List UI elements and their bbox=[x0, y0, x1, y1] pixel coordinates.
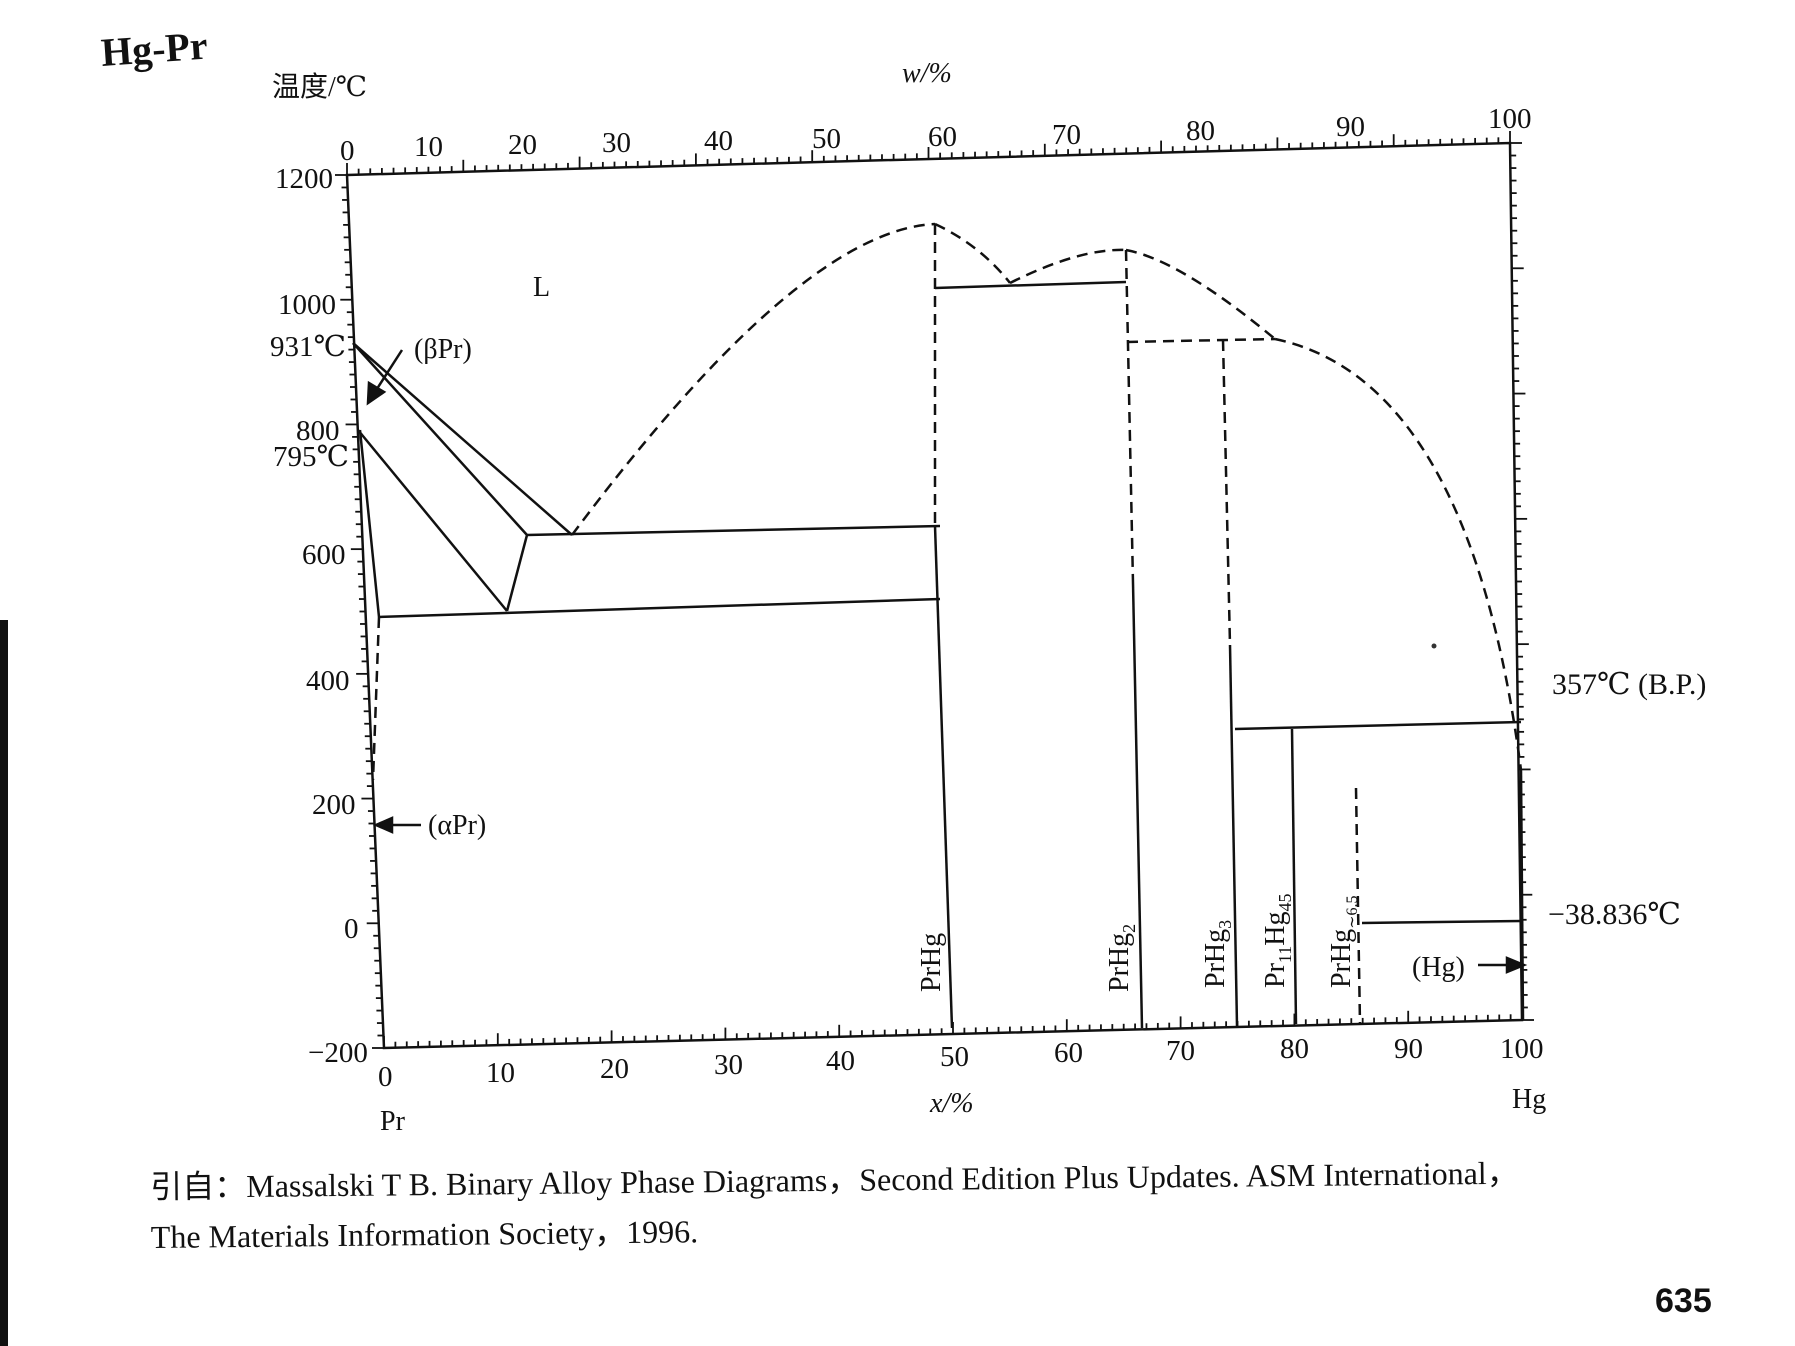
x-tick-label-70: 70 bbox=[1166, 1035, 1195, 1067]
compound-prhg-label: PrHg bbox=[916, 933, 947, 992]
top-axis-label: w/% bbox=[902, 58, 952, 89]
beta-pr-label: (βPr) bbox=[414, 334, 472, 365]
y-tick-label-800: 800 bbox=[296, 415, 340, 447]
w-tick-label-50: 50 bbox=[812, 123, 841, 155]
eutectic-line-650 bbox=[526, 524, 941, 537]
bottom-axis-label: x/% bbox=[929, 1088, 974, 1119]
left-element-label: Pr bbox=[380, 1106, 406, 1137]
compound-pr11hg45-label: Pr11Hg45 bbox=[1260, 894, 1295, 988]
right-element-label: Hg bbox=[1512, 1084, 1546, 1115]
prhg2-subscript: 2 bbox=[1119, 924, 1139, 933]
w-tick-label-20: 20 bbox=[508, 129, 537, 161]
hg-solvus-line bbox=[1519, 769, 1525, 1021]
scan-speck bbox=[1431, 643, 1437, 649]
beta-pr-liquidus bbox=[352, 342, 573, 536]
alpha-pr-label: (αPr) bbox=[428, 810, 486, 841]
beta-eutectoid-connector bbox=[505, 534, 529, 612]
left-axis-ticks bbox=[335, 174, 384, 1049]
x-tick-label-10: 10 bbox=[486, 1057, 515, 1089]
citation: 引自：Massalski T B. Binary Alloy Phase Dia… bbox=[150, 1145, 1751, 1262]
w-tick-label-60: 60 bbox=[928, 121, 957, 153]
x-tick-label-60: 60 bbox=[1054, 1037, 1083, 1069]
prhg2-line bbox=[1131, 582, 1144, 1029]
liquidus-dashed-3 bbox=[1009, 248, 1127, 285]
temp-label-931: 931℃ bbox=[270, 331, 346, 363]
prhg3-subscript: 3 bbox=[1215, 920, 1235, 929]
prhg3-line bbox=[1228, 644, 1239, 1027]
prhg-line bbox=[933, 525, 954, 1029]
beta-pr-arrow-head bbox=[366, 380, 387, 406]
liquidus-dashed-4 bbox=[1125, 248, 1276, 340]
y-tick-label-600: 600 bbox=[302, 539, 346, 571]
y-axis-label: 温度/℃ bbox=[272, 71, 367, 103]
liquidus-dashed-2 bbox=[934, 222, 1011, 284]
x-tick-label-50: 50 bbox=[940, 1041, 969, 1073]
alpha-pr-arrow-head bbox=[372, 816, 394, 834]
peritectic-dashed-945 bbox=[1126, 337, 1276, 344]
prhg2-text: PrHg bbox=[1104, 933, 1135, 992]
y-tick-label-400: 400 bbox=[306, 665, 350, 697]
hg-phase-label: (Hg) bbox=[1412, 952, 1465, 983]
pr11hg45-pr: Pr bbox=[1260, 962, 1291, 988]
prhg2-dashed-top bbox=[1124, 249, 1135, 584]
alpha-pr-solvus bbox=[358, 429, 381, 618]
bottom-axis-ticks bbox=[383, 1008, 1523, 1048]
compound-prhg2-label: PrHg2 bbox=[1104, 924, 1139, 992]
compound-prhg3-label: PrHg3 bbox=[1200, 920, 1235, 988]
alpha-pr-dashed bbox=[371, 616, 381, 781]
pr11hg45-line bbox=[1290, 728, 1298, 1025]
compound-prhg65-label: PrHg∼6.5 bbox=[1326, 895, 1361, 988]
temp-label-795: 795℃ bbox=[273, 441, 349, 473]
w-tick-label-0: 0 bbox=[340, 135, 355, 167]
x-tick-label-20: 20 bbox=[600, 1053, 629, 1085]
pr11hg45-hg: Hg bbox=[1260, 912, 1291, 946]
prhg65-text: PrHg bbox=[1326, 929, 1357, 988]
temp-label-hg-melting: −38.836℃ bbox=[1548, 898, 1681, 931]
liquidus-dashed-5 bbox=[1274, 337, 1523, 771]
beta-pr-lower-boundary bbox=[357, 429, 508, 612]
page-number: 635 bbox=[1655, 1282, 1712, 1320]
phase-boundaries bbox=[352, 280, 1525, 1029]
prhg3-dashed-top bbox=[1221, 339, 1232, 646]
w-tick-label-10: 10 bbox=[414, 131, 443, 163]
y-tick-label-200: 200 bbox=[312, 789, 356, 821]
prhg-peritectic-line bbox=[934, 280, 1127, 290]
hg-arrow-head bbox=[1505, 956, 1528, 974]
x-tick-label-30: 30 bbox=[714, 1049, 743, 1081]
dashed-boundaries bbox=[371, 222, 1523, 1025]
prhg65-dashed bbox=[1354, 787, 1362, 1025]
w-tick-label-80: 80 bbox=[1186, 115, 1215, 147]
w-tick-label-70: 70 bbox=[1052, 119, 1081, 151]
scan-edge-shadow bbox=[0, 620, 8, 1346]
beta-pr-solidus bbox=[352, 342, 528, 536]
prhg65-subscript: ∼6.5 bbox=[1344, 895, 1361, 928]
hg-boiling-line bbox=[1234, 720, 1522, 731]
prhg3-text: PrHg bbox=[1200, 929, 1231, 988]
temp-label-357-bp: 357℃ (B.P.) bbox=[1552, 668, 1706, 701]
x-tick-label-80: 80 bbox=[1280, 1033, 1309, 1065]
diagram-title: Hg-Pr bbox=[99, 23, 209, 75]
pr11hg45-sub45: 45 bbox=[1275, 894, 1295, 912]
x-tick-label-100: 100 bbox=[1500, 1033, 1544, 1065]
w-tick-label-30: 30 bbox=[602, 127, 631, 159]
liquid-label: L bbox=[533, 272, 550, 303]
y-tick-label-0: 0 bbox=[344, 913, 359, 945]
hg-melting-line bbox=[1361, 919, 1522, 925]
eutectoid-line-510 bbox=[378, 597, 941, 619]
y-tick-label-1200: 1200 bbox=[275, 163, 333, 195]
w-tick-label-100: 100 bbox=[1488, 103, 1532, 135]
w-tick-label-40: 40 bbox=[704, 125, 733, 157]
y-tick-label-minus200: −200 bbox=[308, 1037, 368, 1069]
x-tick-label-40: 40 bbox=[826, 1045, 855, 1077]
liquidus-dashed-1 bbox=[570, 222, 936, 536]
prhg-text: PrHg bbox=[916, 933, 947, 992]
y-tick-label-1000: 1000 bbox=[278, 289, 336, 321]
w-tick-label-90: 90 bbox=[1336, 111, 1365, 143]
top-axis-ticks bbox=[346, 131, 1511, 175]
arrows bbox=[366, 349, 1528, 974]
x-tick-label-0: 0 bbox=[378, 1061, 393, 1093]
x-tick-label-90: 90 bbox=[1394, 1033, 1423, 1065]
pr11hg45-sub11: 11 bbox=[1275, 946, 1295, 963]
